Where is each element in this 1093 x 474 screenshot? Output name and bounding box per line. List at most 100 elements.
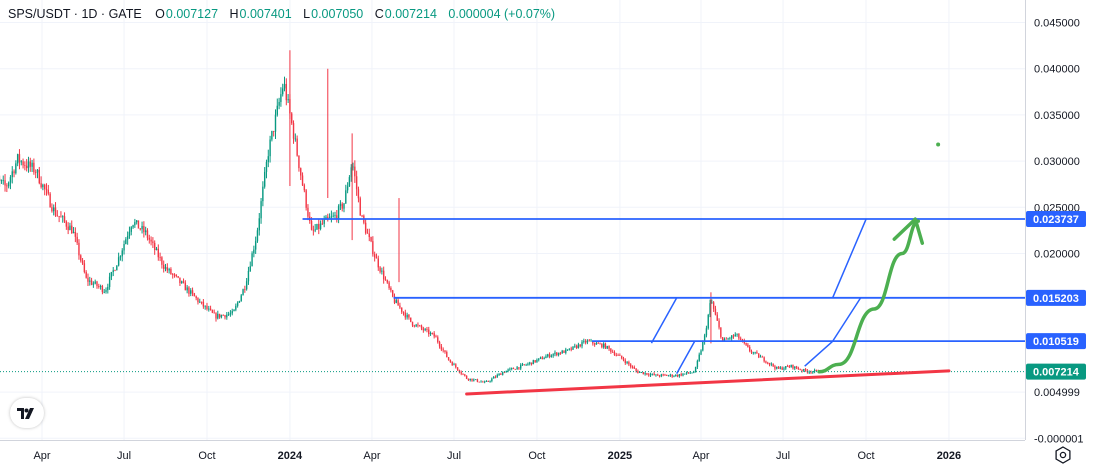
channel-segment xyxy=(650,297,678,344)
price-axis[interactable]: 0.0450000.0400000.0350000.0300000.025000… xyxy=(1025,0,1087,445)
candle-body xyxy=(27,161,30,169)
candle-body xyxy=(247,270,250,282)
candle-body xyxy=(738,333,740,339)
candle-body xyxy=(788,366,791,368)
candle-body xyxy=(496,374,498,378)
candle-body xyxy=(202,301,205,307)
tradingview-logo-icon[interactable] xyxy=(10,398,44,428)
candle-body xyxy=(410,317,412,322)
candle-body xyxy=(188,287,190,294)
candle-body xyxy=(337,206,340,219)
candle-body xyxy=(63,216,66,222)
candle-body xyxy=(69,225,71,231)
candle-body xyxy=(561,350,563,354)
candle-body xyxy=(480,381,482,383)
candle-body xyxy=(518,367,520,369)
candle-body xyxy=(7,182,10,187)
candle-body xyxy=(628,362,630,365)
candle-body xyxy=(301,175,304,186)
candle-body xyxy=(492,376,495,379)
candle-body xyxy=(159,257,161,259)
candle-body xyxy=(222,315,224,316)
candle-body xyxy=(173,274,176,276)
candle-body xyxy=(723,338,726,341)
candle-body xyxy=(642,372,645,375)
candle-body xyxy=(646,373,648,375)
candle-body xyxy=(148,237,150,240)
candle-body xyxy=(25,165,28,169)
candle-body xyxy=(438,342,441,347)
gear-icon[interactable] xyxy=(1054,446,1072,464)
candle-body xyxy=(658,375,661,377)
candle-body xyxy=(552,354,554,356)
candle-body xyxy=(71,225,73,234)
candle-body xyxy=(175,274,178,277)
x-tick-label: 2024 xyxy=(278,450,303,462)
candle-body xyxy=(446,352,448,358)
candle-body xyxy=(431,332,434,334)
candle-body xyxy=(714,308,717,315)
price-tag-label: 0.010519 xyxy=(1033,336,1079,348)
channel-segment xyxy=(804,340,834,367)
candle-body xyxy=(60,216,62,218)
candle-body xyxy=(67,226,69,231)
candle-body xyxy=(696,360,699,368)
candle-body xyxy=(709,303,711,315)
candle-body xyxy=(660,374,663,377)
candle-body xyxy=(525,364,527,366)
symbol-legend[interactable]: SPS/USDT · 1D · GATE O0.007127 H0.007401… xyxy=(8,7,555,21)
candle-body xyxy=(729,338,731,340)
y-tick-label: 0.045000 xyxy=(1034,18,1080,30)
drawings[interactable] xyxy=(0,142,1025,396)
candle-body xyxy=(810,371,812,373)
candle-body xyxy=(103,291,105,293)
candle-body xyxy=(606,346,608,349)
candle-body xyxy=(556,352,558,356)
candle-body xyxy=(402,311,405,313)
candle-body xyxy=(238,301,241,303)
candle-body xyxy=(682,373,684,376)
candle-body xyxy=(206,305,208,310)
x-tick-label: Apr xyxy=(363,450,380,462)
candle-body xyxy=(689,372,691,374)
time-axis[interactable]: Apr Jul Oct 2024 Apr Jul Oct 2025 Apr Jul Oct 2026 xyxy=(0,440,1025,463)
candle-body xyxy=(799,369,801,371)
candle-body xyxy=(177,276,179,278)
candle-body xyxy=(599,343,601,345)
candle-body xyxy=(213,312,215,314)
candle-body xyxy=(812,371,814,373)
x-tick-label: Apr xyxy=(33,450,50,462)
candle-body xyxy=(254,241,257,250)
candle-body xyxy=(712,302,715,309)
candle-body xyxy=(181,281,183,284)
candle-body xyxy=(705,328,708,336)
candle-body xyxy=(801,369,803,371)
candle-body xyxy=(260,201,262,219)
candle-body xyxy=(265,162,268,172)
candle-body xyxy=(128,231,131,236)
candle-body xyxy=(244,289,246,290)
candle-body xyxy=(447,357,450,361)
candle-body xyxy=(195,296,197,299)
projection-arrowhead xyxy=(892,217,925,245)
candle-body xyxy=(507,369,509,371)
candle-body xyxy=(168,268,170,271)
candle-body xyxy=(545,356,547,359)
candle-body xyxy=(734,334,736,337)
candle-body xyxy=(752,352,755,354)
candle-body xyxy=(291,113,293,124)
candle-body xyxy=(474,379,477,381)
candle-body xyxy=(294,138,297,140)
support-trendline xyxy=(465,369,951,396)
candle-body xyxy=(783,368,785,370)
candle-body xyxy=(779,367,782,369)
candle-body xyxy=(49,193,51,208)
candle-body xyxy=(114,270,116,272)
candle-body xyxy=(368,233,370,238)
candle-body xyxy=(559,352,562,354)
candle-body xyxy=(36,169,39,173)
candle-body xyxy=(541,357,544,360)
candle-body xyxy=(384,279,387,281)
symbol-name: SPS/USDT xyxy=(8,7,71,21)
